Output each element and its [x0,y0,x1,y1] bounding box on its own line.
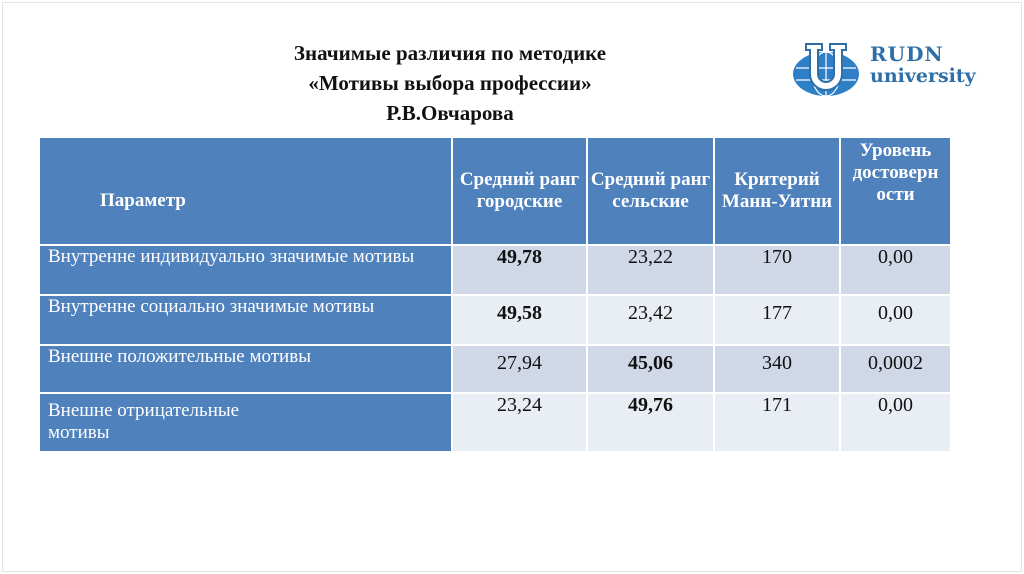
city-cell: 49,58 [451,294,588,346]
rural-cell: 45,06 [586,344,715,394]
table-row: Внешне положительные мотивы 27,94 45,06 … [38,344,952,394]
header-rural: Средний ранг сельские [586,136,715,246]
header-significance: Уровень достоверн ости [839,136,952,246]
p-cell: 0,0002 [839,344,952,394]
title-line-2: «Мотивы выбора профессии» [308,71,592,95]
p-cell: 0,00 [839,294,952,346]
table-header-row: Параметр Средний ранг городские Средний … [38,136,952,246]
u-cell: 170 [713,244,841,296]
param-cell: Внутренне социально значимые мотивы [38,294,453,346]
table-row: Внутренне социально значимые мотивы 49,5… [38,294,952,346]
table-row: Внешне отрицательные мотивы 23,24 49,76 … [38,392,952,453]
p-cell: 0,00 [839,244,952,296]
param-cell: Внешне отрицательные мотивы [38,392,453,453]
rural-cell: 23,42 [586,294,715,346]
city-cell: 27,94 [451,344,588,394]
param-cell: Внешне положительные мотивы [38,344,453,394]
slide-title: Значимые различия по методике «Мотивы вы… [200,38,700,128]
city-cell: 23,24 [451,392,588,453]
header-city: Средний ранг городские [451,136,588,246]
globe-u-icon [793,43,859,97]
u-cell: 171 [713,392,841,453]
param-cell: Внутренне индивидуально значимые мотивы [38,244,453,296]
rural-cell: 49,76 [586,392,715,453]
u-cell: 340 [713,344,841,394]
rural-cell: 23,22 [586,244,715,296]
p-cell: 0,00 [839,392,952,453]
table-row: Внутренне индивидуально значимые мотивы … [38,244,952,296]
title-line-1: Значимые различия по методике [293,41,607,65]
header-mann-whitney: Критерий Манн-Уитни [713,136,841,246]
rudn-logo: RUDN university [792,40,992,100]
city-cell: 49,78 [451,244,588,296]
logo-sub: university [870,65,976,87]
title-line-3: Р.В.Овчарова [386,101,514,125]
results-table: Параметр Средний ранг городские Средний … [38,136,952,453]
logo-name: RUDN [870,42,944,66]
header-param: Параметр [38,136,453,246]
u-cell: 177 [713,294,841,346]
